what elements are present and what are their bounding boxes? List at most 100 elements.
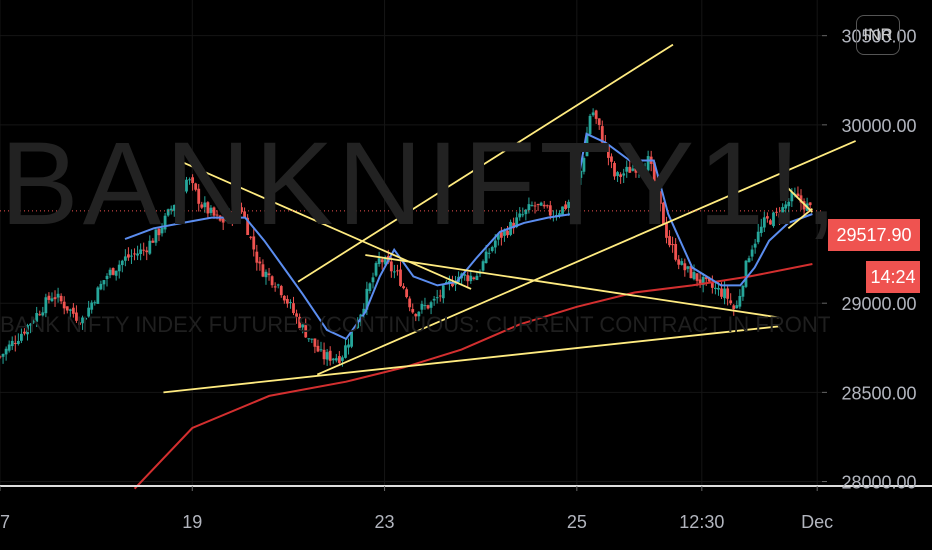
candle-body [4, 348, 8, 355]
candle-body [619, 174, 623, 177]
y-tick-label: 29000.00 [841, 294, 916, 314]
candle-body [215, 214, 219, 216]
candle-body [163, 215, 167, 230]
candle-body [185, 179, 188, 192]
candle-body [707, 277, 711, 282]
candle-body [658, 191, 662, 204]
candle-body [652, 162, 656, 183]
candle-body [197, 188, 201, 204]
candle-body [371, 277, 375, 283]
candle-body [710, 282, 714, 288]
candle-body [301, 324, 305, 328]
candle-body [518, 213, 522, 218]
candle-body [151, 240, 155, 243]
symbol-watermark: BANKNIFTY1!, 15 [0, 128, 830, 240]
candle-body [120, 260, 124, 266]
candle-body [7, 344, 11, 351]
candle-body [139, 249, 143, 254]
candle-body [747, 258, 751, 263]
candle-body [613, 163, 616, 177]
candle-body [493, 240, 497, 248]
x-tick-label: 12:30 [679, 512, 724, 532]
candle-body [365, 288, 369, 310]
candle-body [435, 297, 439, 299]
candle-body [781, 207, 785, 220]
trendline [316, 140, 857, 376]
candle-body [53, 297, 57, 300]
candle-body [704, 277, 708, 280]
candle-body [13, 342, 17, 344]
candle-body [59, 295, 63, 302]
candle-body [123, 256, 127, 261]
candle-body [472, 277, 476, 280]
y-tick-label: 30500.00 [841, 27, 916, 47]
candle-body [515, 217, 519, 228]
candle-body [389, 261, 393, 272]
trendline [297, 43, 674, 283]
candle-body [738, 295, 742, 307]
candle-body [0, 356, 2, 358]
x-tick-label: 17 [0, 512, 10, 532]
candle-body [142, 249, 146, 251]
candle-body [680, 261, 684, 265]
candle-body [316, 345, 320, 352]
candle-body [157, 228, 161, 236]
candle-body [307, 338, 311, 340]
candle-body [723, 288, 726, 299]
candle-body [289, 302, 292, 304]
candle-body [753, 243, 757, 248]
candle-body [802, 201, 806, 210]
candle-body [81, 317, 84, 324]
candle-body [285, 299, 289, 304]
candle-body [71, 307, 75, 314]
x-tick-label: 25 [567, 512, 587, 532]
candle-body [668, 236, 671, 246]
candle-body [298, 316, 302, 329]
x-tick-label: Dec [801, 512, 833, 532]
candle-body [512, 222, 516, 229]
candle-body [524, 209, 528, 215]
candle-body [337, 356, 341, 363]
x-tick-label: 23 [375, 512, 395, 532]
candle-body [466, 275, 470, 282]
candle-body [423, 305, 427, 307]
candle-body [350, 330, 353, 347]
candle-body [10, 340, 14, 347]
candle-body [564, 204, 567, 209]
candle-body [234, 205, 237, 218]
candle-body [96, 287, 100, 304]
candle-body [448, 280, 451, 283]
candle-body [695, 273, 699, 281]
candle-body [808, 202, 812, 206]
candle-body [567, 201, 571, 208]
candle-body [224, 218, 228, 221]
candle-body [769, 220, 772, 225]
candle-body [429, 302, 433, 308]
description-watermark: BANK NIFTY INDEX FUTURES (CONTINUOUS: CU… [0, 312, 830, 337]
candle-body [38, 314, 42, 316]
candle-body [347, 344, 350, 348]
candle-body [68, 309, 72, 311]
candle-body [78, 322, 81, 325]
candle-body [594, 110, 598, 119]
candle-body [463, 274, 467, 276]
candle-body [582, 158, 586, 172]
candle-body [383, 258, 387, 265]
currency-button[interactable]: INR [856, 15, 900, 55]
candle-body [451, 282, 454, 287]
candle-body [588, 115, 592, 135]
candle-body [261, 264, 265, 277]
candle-body [188, 179, 191, 181]
candle-body [521, 214, 525, 216]
candle-body [90, 302, 94, 310]
candle-body [270, 276, 274, 286]
candle-body [506, 230, 509, 236]
candle-body [41, 312, 45, 316]
candle-body [503, 229, 506, 236]
candle-body [698, 279, 702, 284]
candle-body [227, 210, 231, 220]
candle-body [328, 350, 332, 361]
candle-body [319, 349, 323, 351]
candle-body [756, 231, 760, 243]
